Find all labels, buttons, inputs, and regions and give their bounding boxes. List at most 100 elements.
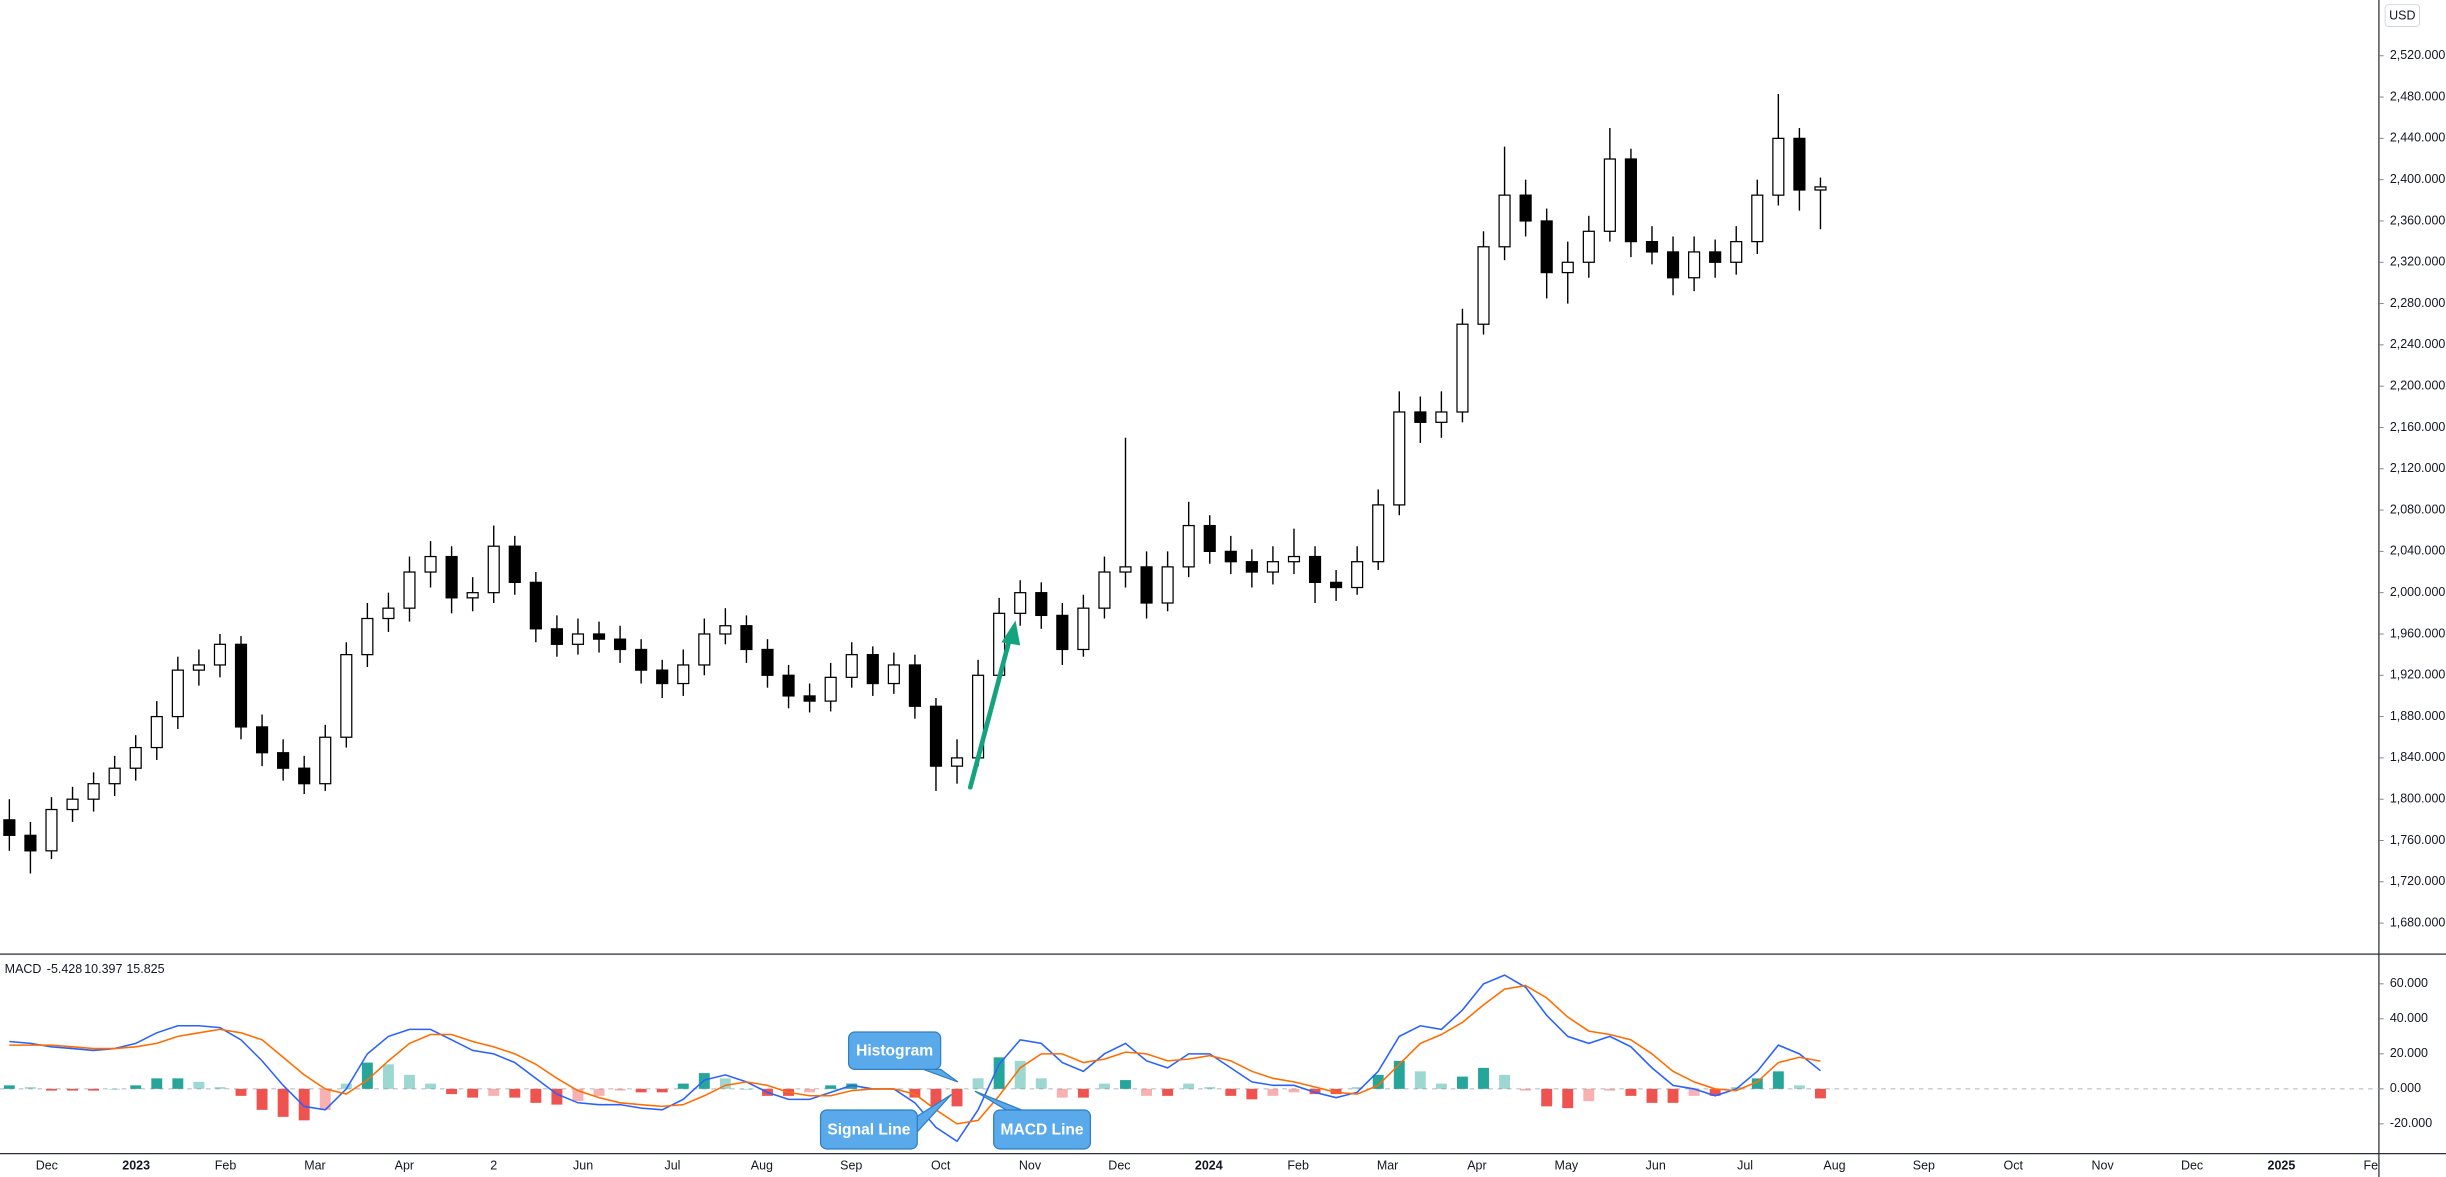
histogram-bar (1141, 1088, 1153, 1096)
histogram-bar (1541, 1088, 1553, 1107)
y-tick-label: 1,680.000 (2390, 915, 2446, 929)
indicator-y-tick-label: -20.000 (2390, 1116, 2432, 1130)
y-tick-label: 2,360.000 (2390, 213, 2446, 227)
currency-label: USD (2389, 9, 2415, 23)
histogram-bar (1098, 1083, 1110, 1089)
x-tick-label: Mar (304, 1158, 325, 1172)
histogram-bar (130, 1085, 142, 1089)
x-tick-label: May (1555, 1158, 1579, 1172)
candle-body (340, 654, 353, 738)
callout-box (819, 1109, 918, 1150)
candle-body (87, 783, 100, 800)
x-tick-label: 2024 (1195, 1158, 1223, 1172)
candle-body (1056, 614, 1069, 651)
histogram-bar (1372, 1074, 1384, 1089)
histogram-bar (1330, 1088, 1342, 1095)
x-tick-label: Sep (840, 1158, 862, 1172)
candle-body (171, 669, 184, 718)
x-tick-label: Jun (1646, 1158, 1666, 1172)
candle-body (803, 695, 816, 702)
candle-body (592, 633, 606, 640)
histogram-bar (1414, 1071, 1426, 1089)
candle-body (234, 643, 248, 728)
candle-body (1540, 220, 1553, 274)
trend-arrow-head (1001, 620, 1021, 646)
candle-body (1519, 194, 1532, 222)
candle-body (3, 819, 16, 836)
histogram-bar (1520, 1088, 1532, 1091)
x-tick-label: 2 (490, 1158, 497, 1172)
histogram-bar (1225, 1088, 1237, 1096)
x-tick-label: Feb (215, 1158, 237, 1172)
candle-body (1077, 607, 1090, 651)
candle-body (1477, 246, 1490, 325)
candle-body (1119, 566, 1132, 573)
indicator-y-tick-label: 60.000 (2390, 976, 2428, 990)
x-tick-label: Oct (931, 1158, 951, 1172)
histogram-bar (1056, 1088, 1068, 1098)
histogram-bar (1625, 1088, 1637, 1096)
callout: MACD Line (974, 1090, 1092, 1150)
histogram-bar (24, 1087, 36, 1089)
histogram-bar (151, 1078, 163, 1089)
histogram-bar (1456, 1076, 1468, 1089)
candle-body (277, 752, 290, 769)
candle-body (1203, 524, 1216, 553)
x-tick-label: Apr (395, 1158, 414, 1172)
candle-body (1688, 251, 1701, 279)
x-tick-label: Feb (1287, 1158, 1309, 1172)
histogram-bar (109, 1088, 121, 1090)
histogram-bar (172, 1078, 184, 1089)
x-tick-label: Oct (2004, 1158, 2024, 1172)
candle-body (866, 654, 879, 685)
candle-body (382, 607, 395, 620)
histogram-bar (1667, 1088, 1679, 1103)
candle-body (845, 654, 858, 678)
candle-body (571, 633, 585, 645)
candle-body (1308, 555, 1322, 583)
y-tick-label: 2,240.000 (2390, 337, 2446, 351)
x-tick-label: Dec (1108, 1158, 1130, 1172)
candle-body (66, 798, 79, 811)
candle-body (255, 726, 269, 754)
histogram-bar (1014, 1060, 1026, 1089)
candle-body (1245, 561, 1258, 573)
histogram-bar (846, 1083, 858, 1089)
histogram-bar (1077, 1088, 1089, 1098)
histogram-bar (382, 1064, 394, 1089)
currency-box[interactable] (2384, 4, 2420, 27)
histogram-bar (677, 1083, 689, 1089)
histogram-bar (593, 1088, 605, 1096)
candle-body (740, 625, 753, 651)
candle-body (445, 555, 458, 599)
candle-body (1435, 411, 1448, 423)
y-tick-label: 2,520.000 (2390, 48, 2446, 62)
histogram-bar (1162, 1088, 1174, 1096)
histogram-bar (1267, 1088, 1279, 1096)
candle-body (950, 757, 964, 767)
histogram-bar (909, 1088, 921, 1098)
histogram-bar (1793, 1085, 1805, 1089)
histogram-bar (1393, 1060, 1405, 1089)
annotations: Histogram Signal Line MACD Line (819, 620, 1092, 1150)
y-tick-label: 1,840.000 (2390, 750, 2446, 764)
x-tick-label: Sep (1913, 1158, 1935, 1172)
histogram-bar (951, 1088, 963, 1107)
y-tick-label: 2,120.000 (2390, 461, 2446, 475)
histogram-bar (277, 1088, 289, 1117)
x-tick-label: Dec (2181, 1158, 2203, 1172)
candle-body (635, 648, 648, 671)
candle-body (656, 669, 669, 685)
candle-body (1014, 592, 1027, 614)
candle-body (1266, 561, 1280, 573)
candle-body (1793, 137, 1806, 191)
candle-body (1751, 194, 1764, 243)
candle-body (824, 676, 837, 702)
histogram-bar (67, 1088, 78, 1091)
y-tick-label: 2,080.000 (2390, 502, 2446, 516)
trend-arrow-shaft (967, 632, 1014, 790)
histogram-bar (1772, 1071, 1784, 1089)
histogram-bar (1688, 1088, 1700, 1096)
histogram-bar (1246, 1088, 1258, 1100)
